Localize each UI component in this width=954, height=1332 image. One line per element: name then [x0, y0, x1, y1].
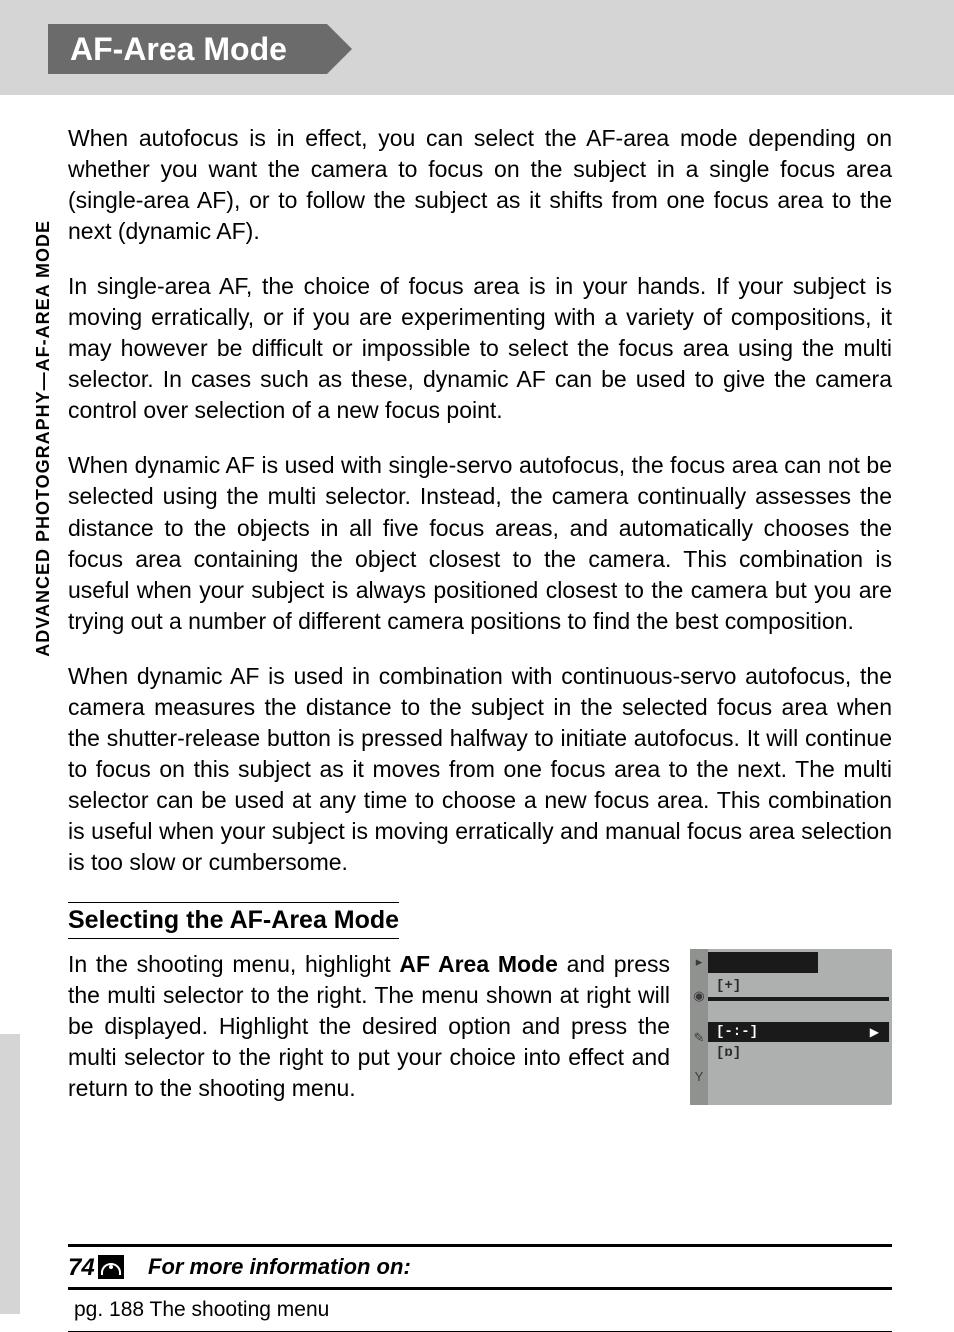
- header-band: AF-Area Mode: [0, 0, 954, 95]
- menu-option-3: [ɒ]: [716, 1045, 741, 1061]
- info-icon: [98, 1255, 124, 1279]
- play-icon: ▸: [692, 955, 706, 969]
- paragraph-2: In single-area AF, the choice of focus a…: [68, 271, 892, 426]
- camera-icon: ◉: [692, 989, 706, 1003]
- subsection-row: In the shooting menu, highlight AF Area …: [68, 949, 892, 1105]
- paragraph-1: When autofocus is in effect, you can sel…: [68, 123, 892, 247]
- subsection-heading: Selecting the AF-Area Mode: [68, 902, 399, 939]
- chevron-right-icon: ▶: [870, 1025, 879, 1039]
- info-title-row: For more information on:: [68, 1245, 892, 1290]
- paragraph-3: When dynamic AF is used with single-serv…: [68, 450, 892, 636]
- menu-option-1: [+]: [716, 978, 741, 994]
- info-title: For more information on:: [148, 1254, 411, 1280]
- menu-illustration: ▸ ◉ ✎ Y [+] ▶ [-:-] [ɒ]: [690, 949, 892, 1105]
- menu-sidebar: ▸ ◉ ✎ Y: [690, 949, 708, 1105]
- subsection-text: In the shooting menu, highlight AF Area …: [68, 949, 670, 1105]
- subsection: Selecting the AF-Area Mode In the shooti…: [68, 902, 892, 1105]
- info-reference: pg. 188 The shooting menu: [68, 1290, 892, 1332]
- content-area: When autofocus is in effect, you can sel…: [0, 95, 954, 1332]
- pencil-icon: ✎: [692, 1031, 706, 1045]
- title-ribbon: AF-Area Mode: [48, 24, 327, 74]
- page-title: AF-Area Mode: [70, 31, 287, 68]
- edge-strip: [0, 1034, 20, 1314]
- subsection-text-bold: AF Area Mode: [399, 951, 557, 977]
- menu-divider: [708, 997, 889, 1001]
- page-number: 74: [68, 1254, 95, 1282]
- bottom-rule: [68, 1244, 892, 1246]
- menu-option-2: [-:-]: [716, 1024, 758, 1040]
- side-tab: ADVANCED PHOTOGRAPHY—AF-AREA MODE: [30, 178, 56, 698]
- subsection-text-before: In the shooting menu, highlight: [68, 951, 399, 977]
- menu-header-bar: [708, 952, 818, 973]
- wrench-icon: Y: [692, 1069, 706, 1083]
- info-box: For more information on: pg. 188 The sho…: [68, 1245, 892, 1332]
- side-tab-label: ADVANCED PHOTOGRAPHY—AF-AREA MODE: [33, 220, 54, 657]
- paragraph-4: When dynamic AF is used in combination w…: [68, 661, 892, 878]
